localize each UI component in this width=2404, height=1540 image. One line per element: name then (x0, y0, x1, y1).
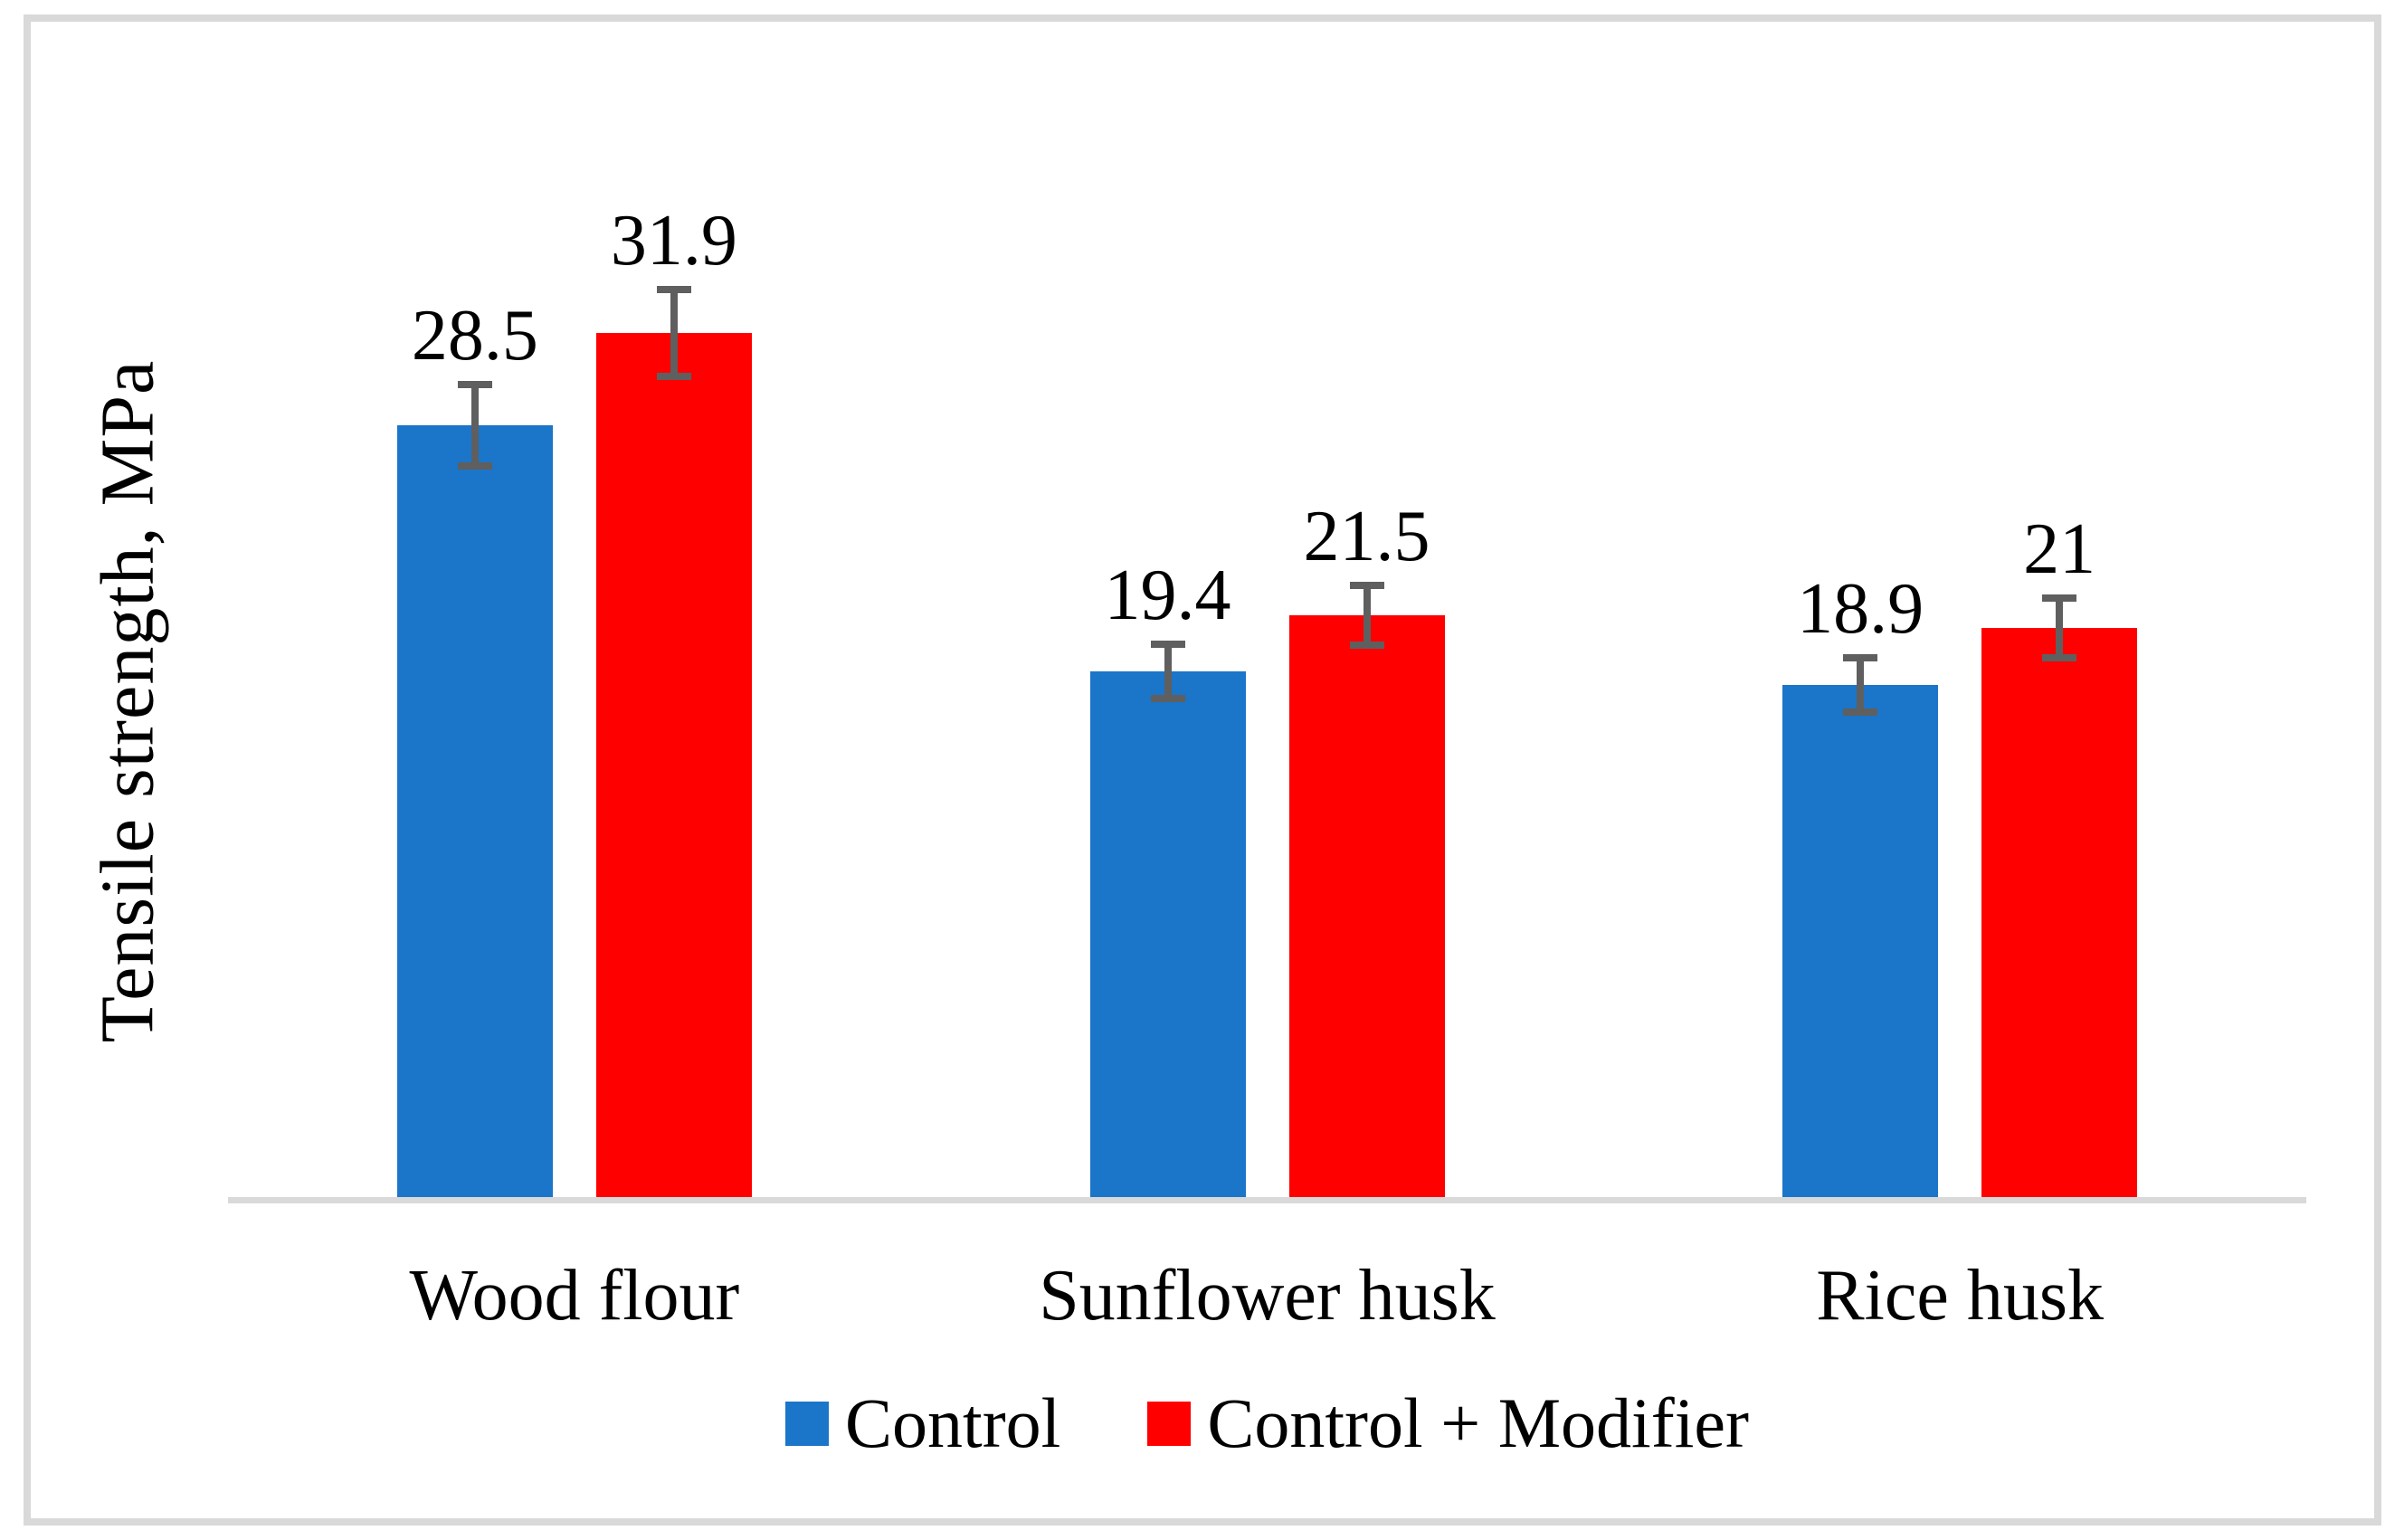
error-bar-cap (656, 373, 691, 380)
bar (396, 425, 553, 1197)
bar (1089, 671, 1246, 1197)
error-bar-cap (1150, 641, 1185, 648)
error-bar-cap (1349, 642, 1384, 649)
error-bar (2056, 598, 2064, 658)
error-bar-cap (1349, 582, 1384, 589)
bar-value-label: 18.9 (1797, 569, 1924, 649)
bar (1782, 685, 1939, 1197)
x-axis-line (228, 1197, 2306, 1203)
y-axis-title: Tensile strength, MPa (85, 359, 170, 1043)
legend: Control Control + Modifier (228, 1383, 2306, 1464)
error-bar-cap (1843, 654, 1878, 661)
error-bar-cap (1150, 695, 1185, 702)
chart-border (24, 14, 2381, 1526)
bar-value-label: 21 (2023, 509, 2096, 589)
legend-label-control: Control (845, 1383, 1061, 1462)
bar (1288, 615, 1445, 1197)
error-bar (470, 385, 479, 466)
error-bar (1857, 658, 1865, 712)
error-bar-cap (2042, 594, 2077, 602)
bar-value-label: 21.5 (1303, 497, 1430, 576)
error-bar-cap (2042, 654, 2077, 661)
error-bar (670, 290, 678, 376)
legend-label-control-modifier: Control + Modifier (1207, 1383, 1749, 1462)
legend-swatch-control-icon (785, 1401, 830, 1446)
category-label: Rice husk (1816, 1256, 2105, 1336)
bar-value-label: 31.9 (610, 201, 737, 280)
bar (595, 333, 752, 1197)
legend-swatch-control-modifier-icon (1147, 1401, 1192, 1446)
error-bar-cap (656, 286, 691, 293)
error-bar-cap (457, 462, 492, 470)
error-bar (1363, 585, 1371, 645)
bar-value-label: 28.5 (411, 296, 538, 375)
bar-value-label: 19.4 (1104, 556, 1231, 635)
error-bar (1164, 644, 1172, 699)
category-label: Wood flour (409, 1256, 740, 1336)
error-bar-cap (1843, 708, 1878, 716)
legend-item-control: Control (785, 1388, 1060, 1459)
error-bar-cap (457, 381, 492, 388)
bar (1981, 628, 2138, 1197)
legend-item-control-modifier: Control + Modifier (1147, 1388, 1749, 1459)
category-label: Sunflower husk (1039, 1256, 1496, 1336)
